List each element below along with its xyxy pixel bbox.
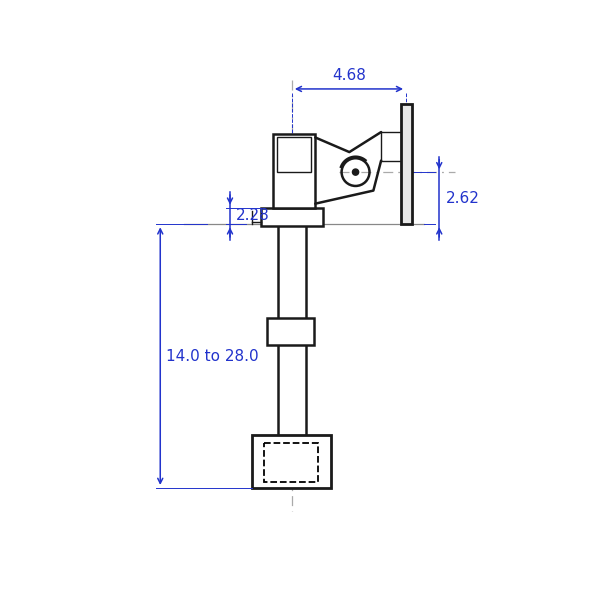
Circle shape <box>352 169 359 175</box>
Text: 2.28: 2.28 <box>236 208 270 223</box>
Text: 2.62: 2.62 <box>445 191 479 206</box>
Bar <box>277 137 311 172</box>
Text: 4.68: 4.68 <box>332 68 366 83</box>
Bar <box>264 443 319 482</box>
Bar <box>401 104 412 224</box>
Text: 14.0 to 28.0: 14.0 to 28.0 <box>166 349 259 364</box>
Bar <box>267 319 314 346</box>
Bar <box>278 214 306 463</box>
Bar <box>261 208 323 226</box>
Bar <box>272 134 315 208</box>
Bar <box>252 436 331 488</box>
Bar <box>381 132 402 161</box>
